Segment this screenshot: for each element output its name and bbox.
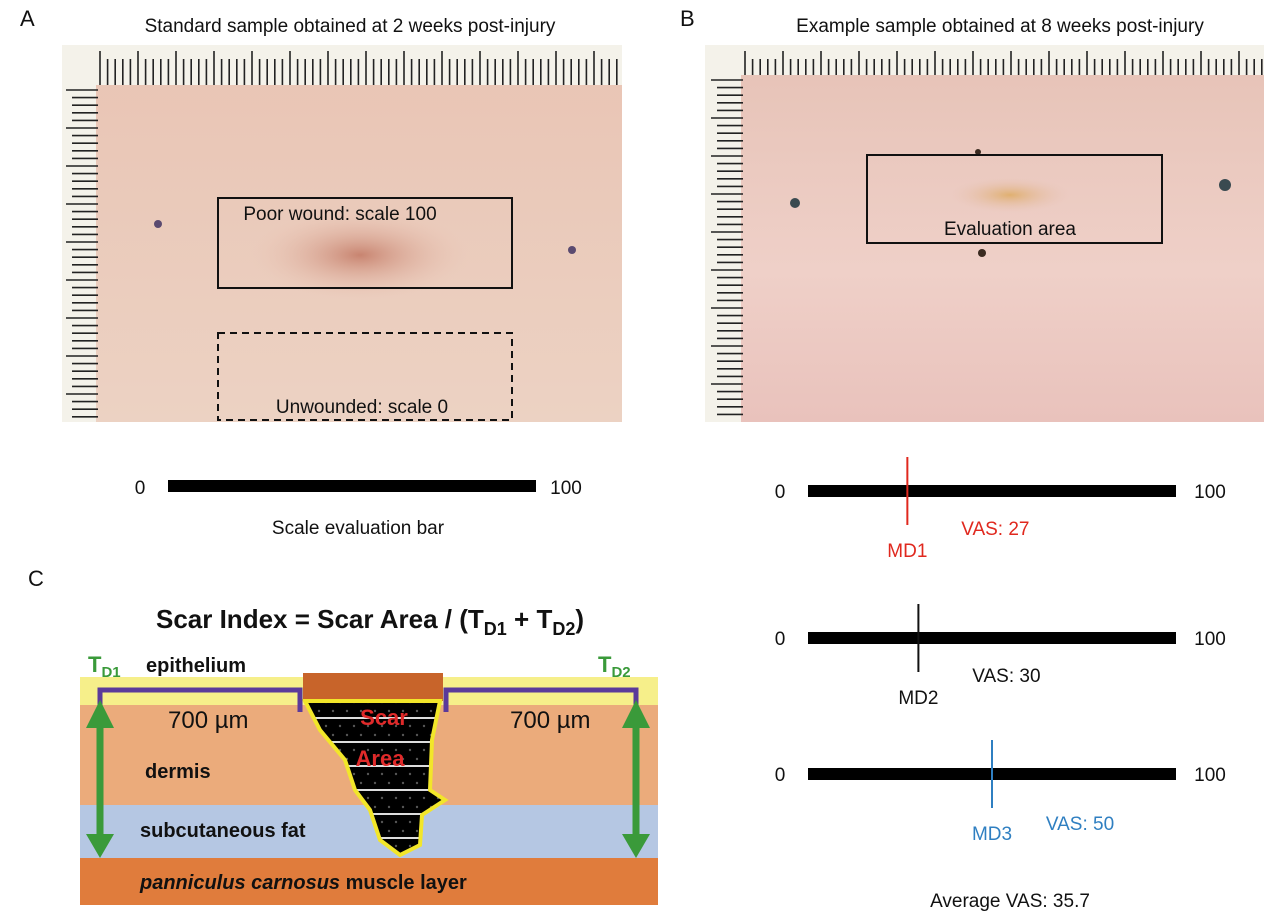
dot xyxy=(790,198,800,208)
vas-scales: 0 100 MD1 VAS: 27 0 100 MD2 VAS: 30 0 100 MD3 VAS: … xyxy=(775,457,1226,845)
td2: TD2 xyxy=(598,652,631,681)
marker-label: MD3 xyxy=(972,824,1012,845)
td-sub: D2 xyxy=(611,664,630,681)
formula: Scar Index = Scar Area / (TD1 + TD2) xyxy=(156,604,584,639)
scab xyxy=(303,673,443,701)
scale-min: 0 xyxy=(775,629,786,650)
scale-min: 0 xyxy=(775,765,786,786)
td-part: T xyxy=(88,652,102,677)
scale-max: 100 xyxy=(550,478,582,499)
panel-title: Standard sample obtained at 2 weeks post… xyxy=(145,16,556,37)
scale-bar xyxy=(808,485,1176,497)
marker-label: MD1 xyxy=(887,541,927,562)
layer-label: dermis xyxy=(145,761,211,783)
formula-sub: D1 xyxy=(484,619,507,639)
scale-caption: Scale evaluation bar xyxy=(272,518,445,539)
vas-label: VAS: 50 xyxy=(1046,814,1114,835)
scale-bar xyxy=(808,632,1176,644)
ruler xyxy=(705,45,741,422)
panel-letter: A xyxy=(20,6,35,31)
panel-letter: B xyxy=(680,6,695,31)
scale-bar xyxy=(168,480,536,492)
wound xyxy=(950,177,1070,213)
scar-label: Area xyxy=(356,746,406,771)
box-label: Unwounded: scale 0 xyxy=(276,397,448,418)
formula-part: Scar Index = Scar Area / (T xyxy=(156,604,484,634)
td-part: T xyxy=(598,652,612,677)
scale-min: 0 xyxy=(135,478,146,499)
scale-max: 100 xyxy=(1194,482,1226,503)
layer-label: subcutaneous fat xyxy=(140,820,306,842)
marker-label: MD2 xyxy=(898,688,938,709)
muscle-rest: muscle layer xyxy=(340,872,467,894)
formula-sub: D2 xyxy=(552,619,575,639)
width-label: 700 µm xyxy=(168,707,249,734)
ruler xyxy=(705,45,1264,75)
scale-max: 100 xyxy=(1194,765,1226,786)
dot xyxy=(978,249,986,257)
scale-max: 100 xyxy=(1194,629,1226,650)
formula-part: + T xyxy=(507,604,553,634)
layer-label: epithelium xyxy=(146,655,246,677)
scale-min: 0 xyxy=(775,482,786,503)
average: Average VAS: 35.7 xyxy=(930,891,1090,912)
ruler xyxy=(62,45,96,422)
dot xyxy=(568,246,576,254)
panel-title: Example sample obtained at 8 weeks post-… xyxy=(796,16,1204,37)
dot xyxy=(154,220,162,228)
muscle-italic: panniculus carnosus xyxy=(139,872,340,894)
figure: A Standard sample obtained at 2 weeks po… xyxy=(0,0,1264,919)
formula-part: ) xyxy=(575,604,584,634)
dot xyxy=(1219,179,1231,191)
box-label: Poor wound: scale 100 xyxy=(243,204,436,225)
vas-label: VAS: 27 xyxy=(961,519,1029,540)
td1: TD1 xyxy=(88,652,121,681)
box-label: Evaluation area xyxy=(944,219,1076,240)
panel-letter: C xyxy=(28,566,44,591)
td-sub: D1 xyxy=(101,664,120,681)
width-label: 700 µm xyxy=(510,707,591,734)
layer-label: panniculus carnosus muscle layer xyxy=(139,872,467,894)
vas-label: VAS: 30 xyxy=(972,666,1040,687)
scar-label: Scar xyxy=(360,705,408,730)
